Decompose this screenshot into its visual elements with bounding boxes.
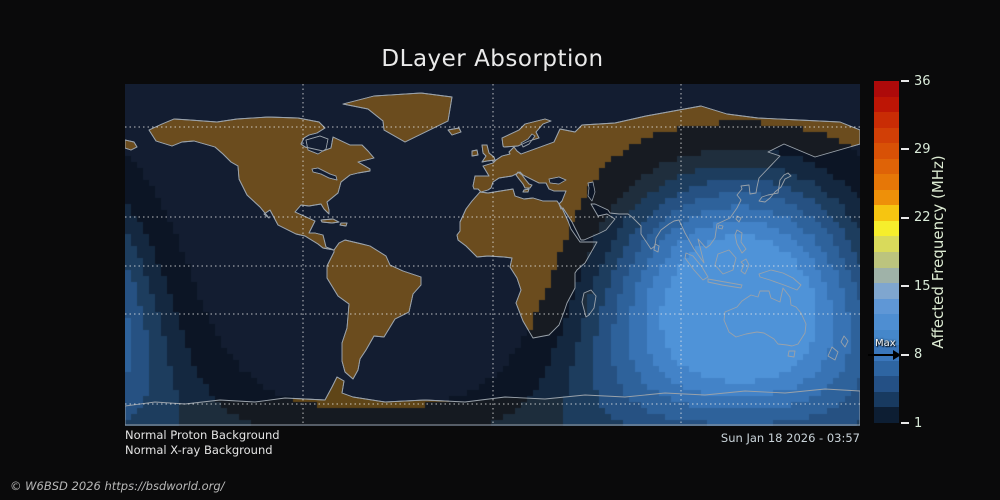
colorbar-segment — [874, 360, 899, 377]
colorbar-tick-15: 15 — [901, 278, 931, 294]
xray-background-status: Normal X-ray Background — [125, 443, 273, 457]
tick-label: 36 — [914, 73, 931, 89]
coastline — [758, 172, 792, 203]
inland-water-outline — [520, 133, 536, 148]
world-map — [125, 84, 860, 426]
colorbar-segment — [874, 345, 899, 361]
colorbar — [874, 81, 899, 424]
coastline — [684, 252, 709, 281]
tick-mark — [901, 80, 909, 82]
coastline — [481, 144, 496, 163]
coastline — [342, 92, 453, 143]
coastline — [320, 218, 340, 224]
tick-mark — [901, 422, 909, 424]
coastline — [522, 188, 530, 193]
colorbar-segment — [874, 112, 899, 128]
coastline — [707, 278, 743, 289]
copyright-notice: © W6BSD 2026 https://bsdworld.org/ — [10, 479, 225, 493]
tick-mark — [901, 216, 909, 219]
colorbar-segment — [874, 81, 899, 97]
colorbar-segment — [874, 174, 899, 190]
colorbar-axis-label: Affected Frequency (MHz) — [929, 155, 947, 349]
timestamp: Sun Jan 18 2026 - 03:57 — [720, 431, 860, 445]
colorbar-tick-8: 8 — [901, 347, 923, 363]
tick-label: 22 — [914, 210, 931, 226]
coastline — [723, 287, 807, 347]
coastline — [714, 249, 737, 275]
colorbar-segment — [874, 283, 899, 299]
coastline — [735, 215, 742, 223]
colorbar-segment — [874, 96, 899, 113]
coastline — [758, 269, 802, 291]
inland-water-outline — [587, 181, 596, 202]
colorbar-segment — [874, 376, 899, 392]
colorbar-tick-29: 29 — [901, 141, 931, 157]
colorbar-segment — [874, 205, 899, 221]
colorbar-segment — [874, 407, 899, 424]
coastline — [326, 239, 422, 380]
tick-mark — [901, 285, 909, 288]
coastline — [447, 127, 462, 136]
tick-mark — [901, 353, 909, 356]
coastline — [717, 224, 724, 230]
coastline — [515, 171, 533, 189]
tick-label: 15 — [914, 278, 931, 294]
colorbar-segment — [874, 236, 899, 253]
coastline — [125, 139, 138, 151]
map-coastline-grid-layer — [125, 84, 860, 426]
coastline — [734, 229, 747, 254]
coastline — [471, 149, 479, 157]
coastline — [148, 116, 375, 251]
coastline — [740, 258, 750, 275]
colorbar-segment — [874, 298, 899, 315]
proton-background-status: Normal Proton Background — [125, 428, 280, 442]
page-title: DLayer Absorption — [381, 46, 604, 72]
colorbar-segment — [874, 391, 899, 408]
colorbar-segment — [874, 189, 899, 206]
inland-water-outline — [548, 176, 567, 185]
tick-mark — [901, 148, 909, 151]
colorbar-tick-22: 22 — [901, 210, 931, 226]
coastline — [581, 289, 597, 318]
tick-label: 1 — [914, 415, 923, 431]
colorbar-segment — [874, 267, 899, 284]
tick-label: 8 — [914, 347, 923, 363]
coastline — [787, 350, 796, 358]
inland-water-outline — [305, 135, 329, 155]
coastline — [456, 188, 598, 339]
colorbar-segment — [874, 158, 899, 175]
colorbar-segment — [874, 127, 899, 144]
coastline — [653, 243, 660, 253]
colorbar-tick-36: 36 — [901, 73, 931, 89]
inland-water-outline — [311, 167, 338, 181]
colorbar-segment — [874, 329, 899, 346]
coastline — [840, 335, 849, 348]
coastline — [472, 105, 860, 264]
colorbar-segment — [874, 143, 899, 159]
antarctica-coastline — [125, 376, 860, 426]
coastline — [501, 118, 552, 148]
colorbar-tick-1: 1 — [901, 415, 923, 431]
colorbar-segment — [874, 220, 899, 237]
coastline — [827, 346, 839, 361]
coastline — [339, 222, 348, 227]
colorbar-segment — [874, 314, 899, 330]
colorbar-segment — [874, 252, 899, 268]
tick-label: 29 — [914, 141, 931, 157]
